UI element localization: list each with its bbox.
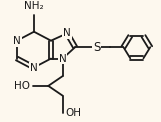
Text: N: N — [59, 54, 66, 64]
Text: N: N — [13, 36, 21, 46]
Text: S: S — [93, 41, 100, 54]
Text: HO: HO — [14, 81, 30, 91]
Text: NH₂: NH₂ — [24, 1, 44, 11]
Text: N: N — [63, 28, 71, 38]
Text: N: N — [30, 62, 38, 72]
Text: OH: OH — [65, 108, 81, 118]
